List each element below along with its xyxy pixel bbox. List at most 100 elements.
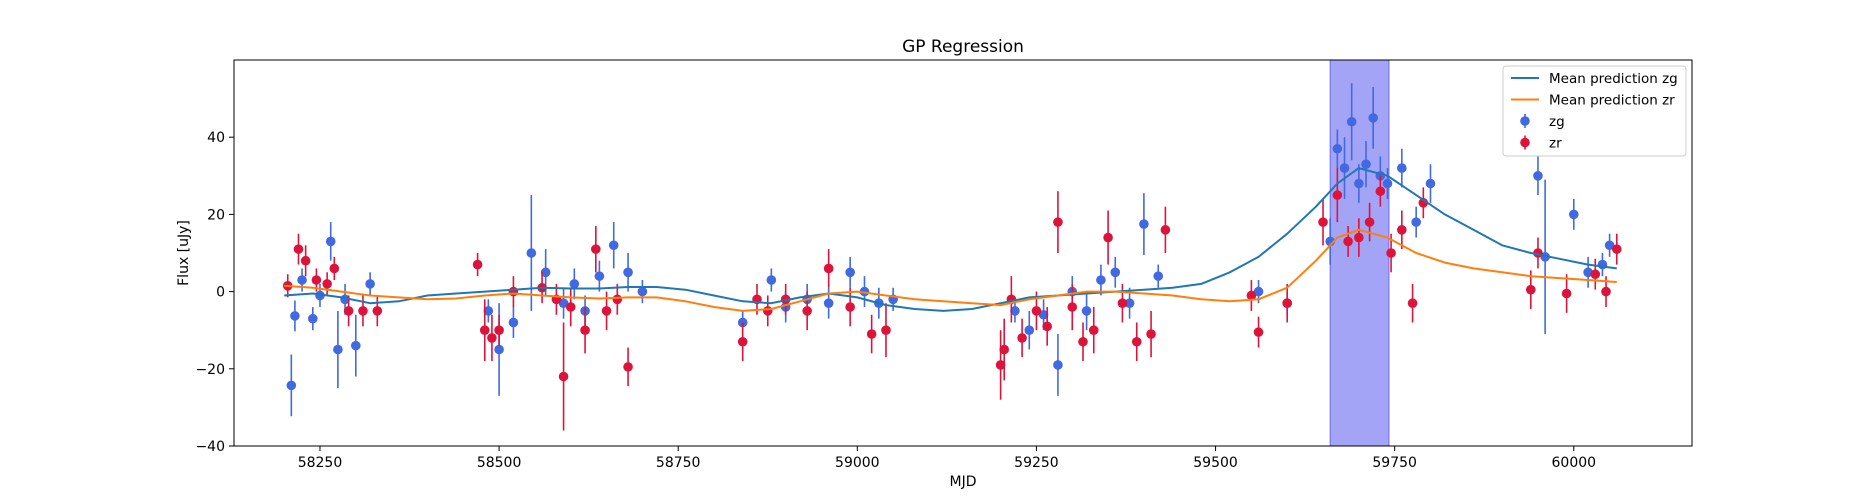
- data-point-zg: [845, 267, 855, 278]
- data-point-zg: [1139, 219, 1149, 229]
- data-point-zr: [1117, 298, 1128, 308]
- data-point-zr: [1590, 269, 1601, 280]
- data-point-zg: [1010, 306, 1020, 316]
- y-axis-ticks: −40 −20 0 20 40: [195, 130, 234, 455]
- data-point-zr: [1067, 302, 1078, 312]
- chart-title: GP Regression: [902, 37, 1024, 57]
- data-point-zr: [1375, 186, 1386, 197]
- y-tick-label: 40: [207, 130, 225, 146]
- legend-item-zg: zg: [1520, 114, 1565, 130]
- legend-label: Mean prediction zg: [1549, 71, 1678, 87]
- x-tick-label: 58750: [656, 455, 701, 471]
- data-point-zr: [565, 302, 576, 312]
- data-point-zg: [1024, 325, 1035, 336]
- data-point-zr: [802, 306, 812, 316]
- x-tick-label: 60000: [1552, 455, 1597, 471]
- data-point-zr: [995, 360, 1006, 370]
- data-point-zr: [487, 333, 497, 343]
- data-point-zr: [1282, 298, 1292, 308]
- data-point-zr: [1042, 321, 1052, 332]
- data-point-zr: [623, 362, 633, 372]
- y-tick-label: 0: [216, 285, 225, 301]
- data-point-zr: [845, 302, 855, 312]
- data-point-zg: [483, 306, 494, 316]
- data-point-zr: [591, 244, 601, 254]
- legend-item-mean-prediction-zg: Mean prediction zg: [1511, 71, 1678, 87]
- data-point-zg: [1533, 171, 1543, 181]
- data-point-zr: [494, 325, 504, 336]
- data-point-zr: [329, 263, 340, 274]
- axes-frame: [233, 59, 1693, 447]
- data-point-zr: [1386, 248, 1396, 258]
- data-point-zg: [569, 279, 580, 289]
- data-point-zg: [325, 236, 336, 247]
- data-point-zr: [1160, 225, 1171, 235]
- legend-label: zg: [1549, 114, 1565, 130]
- x-tick-label: 59000: [835, 455, 880, 471]
- data-point-zg: [1339, 163, 1350, 173]
- data-point-zr: [1146, 329, 1156, 339]
- data-point-zg: [594, 271, 605, 281]
- x-axis-ticks: 58250 58500 58750 59000 59250 59500 59750 60000: [298, 446, 1596, 471]
- data-point-zg: [350, 340, 361, 351]
- data-point-zg: [333, 344, 343, 355]
- data-point-zr: [372, 306, 383, 316]
- data-point-zr: [1253, 327, 1264, 337]
- x-axis-label: MJD: [950, 474, 977, 490]
- x-tick-label: 59250: [1014, 455, 1059, 471]
- data-point-zr: [1601, 286, 1611, 297]
- data-point-zg: [608, 240, 619, 251]
- data-point-zg: [1361, 159, 1371, 170]
- data-point-zg: [1053, 360, 1063, 370]
- data-point-zg: [1081, 306, 1092, 316]
- prediction-lines-top: [284, 167, 1617, 312]
- data-point-zg: [1110, 267, 1121, 278]
- data-point-zr: [558, 371, 569, 382]
- data-point-zg: [623, 267, 633, 278]
- data-point-zr: [881, 325, 891, 336]
- data-point-zr: [737, 336, 748, 347]
- legend-label: zr: [1549, 136, 1562, 152]
- legend-item-zr: zr: [1520, 135, 1562, 152]
- data-point-zr: [1053, 217, 1063, 227]
- data-point-zr: [1031, 306, 1042, 316]
- data-point-zr: [1354, 232, 1364, 243]
- data-point-zr: [479, 325, 490, 336]
- legend-item-mean-prediction-zr: Mean prediction zr: [1511, 93, 1675, 109]
- data-point-zg: [494, 344, 504, 355]
- data-point-zg: [508, 317, 519, 328]
- x-tick-label: 58500: [477, 455, 522, 471]
- data-point-zr: [601, 306, 612, 316]
- data-point-zr: [580, 325, 590, 336]
- data-point-zr: [1131, 336, 1142, 347]
- data-point-zg: [1253, 286, 1264, 297]
- data-point-zg: [1153, 271, 1164, 281]
- data-point-zg: [297, 275, 307, 285]
- data-point-zr: [1397, 225, 1407, 235]
- data-point-zr: [343, 306, 354, 316]
- data-point-zg: [637, 286, 648, 297]
- data-point-zr: [1332, 190, 1343, 200]
- data-point-zg: [1332, 143, 1343, 154]
- data-point-zr: [1103, 232, 1113, 243]
- data-point-zr: [612, 294, 623, 305]
- data-point-zr: [311, 275, 322, 285]
- data-point-zg: [1425, 178, 1436, 189]
- data-point-zr: [999, 344, 1009, 355]
- data-point-zg: [1354, 178, 1364, 189]
- y-tick-label: −40: [195, 439, 225, 455]
- data-point-zr: [1343, 236, 1353, 247]
- data-point-zr: [1246, 290, 1257, 301]
- data-point-zg: [540, 267, 551, 278]
- data-point-zr: [508, 286, 519, 297]
- line-mean-prediction-zg: [284, 167, 1617, 312]
- data-point-zr: [762, 306, 773, 316]
- y-axis-label: Flux [uJy]: [176, 220, 192, 286]
- data-point-zg: [1411, 217, 1421, 227]
- data-point-zr: [1525, 284, 1536, 295]
- x-tick-label: 59750: [1372, 455, 1417, 471]
- data-point-zg: [823, 298, 834, 308]
- data-point-zr: [1611, 244, 1622, 254]
- legend: Mean prediction zg Mean prediction zr zg zr: [1502, 65, 1687, 157]
